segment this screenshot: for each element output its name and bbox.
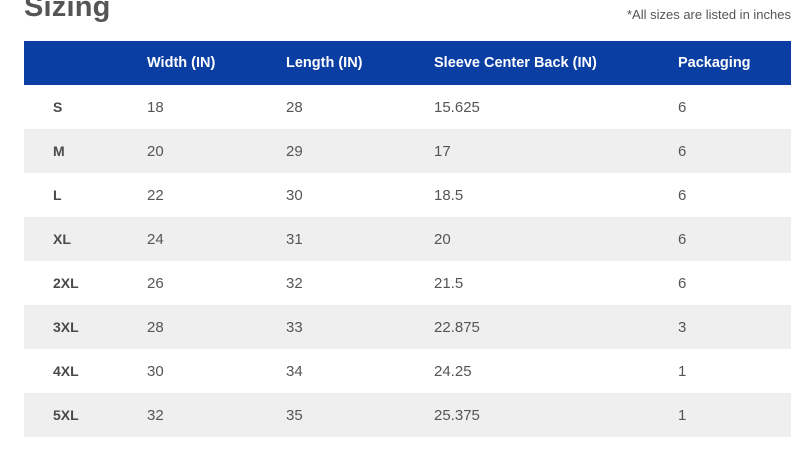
table-row: 2XL 26 32 21.5 6: [24, 261, 791, 305]
cell-sleeve: 24.25: [434, 362, 472, 380]
header-row: Width (IN) Length (IN) Sleeve Center Bac…: [24, 41, 791, 85]
cell-size: S: [53, 99, 63, 115]
table-row: M 20 29 17 6: [24, 129, 791, 173]
cell-width: 30: [147, 362, 164, 380]
table-header: Width (IN) Length (IN) Sleeve Center Bac…: [24, 41, 791, 85]
cell-width: 32: [147, 406, 164, 424]
cell-sleeve: 22.875: [434, 318, 480, 336]
cell-sleeve: 15.625: [434, 98, 480, 116]
header-length: Length (IN): [286, 55, 363, 71]
cell-width: 22: [147, 186, 164, 204]
cell-length: 33: [286, 318, 303, 336]
cell-packaging: 6: [678, 142, 687, 160]
table-row: XL 24 31 20 6: [24, 217, 791, 261]
cell-size: XL: [53, 231, 71, 247]
cell-packaging: 6: [678, 274, 687, 292]
cell-size: 5XL: [53, 407, 79, 423]
cell-length: 34: [286, 362, 303, 380]
cell-packaging: 3: [678, 318, 687, 336]
page-title: Sizing: [24, 0, 111, 23]
cell-packaging: 6: [678, 230, 687, 248]
cell-width: 20: [147, 142, 164, 160]
cell-length: 32: [286, 274, 303, 292]
cell-sleeve: 17: [434, 142, 451, 160]
cell-sleeve: 18.5: [434, 186, 464, 204]
cell-length: 30: [286, 186, 303, 204]
cell-sleeve: 25.375: [434, 406, 480, 424]
header-width: Width (IN): [147, 55, 216, 71]
table-row: L 22 30 18.5 6: [24, 173, 791, 217]
cell-size: L: [53, 187, 62, 203]
table-row: 3XL 28 33 22.875 3: [24, 305, 791, 349]
header-sleeve: Sleeve Center Back (IN): [434, 55, 597, 71]
cell-sleeve: 20: [434, 230, 451, 248]
header-packaging: Packaging: [678, 55, 751, 71]
cell-width: 24: [147, 230, 164, 248]
header-size: [24, 41, 147, 85]
table-row: S 18 28 15.625 6: [24, 85, 791, 129]
cell-size: M: [53, 143, 65, 159]
cell-size: 2XL: [53, 275, 79, 291]
cell-width: 28: [147, 318, 164, 336]
cell-sleeve: 21.5: [434, 274, 464, 292]
units-note: *All sizes are listed in inches: [626, 7, 791, 22]
cell-packaging: 1: [678, 362, 687, 380]
cell-width: 18: [147, 98, 164, 116]
cell-length: 31: [286, 230, 303, 248]
cell-length: 28: [286, 98, 303, 116]
table-row: 5XL 32 35 25.375 1: [24, 393, 791, 437]
cell-width: 26: [147, 274, 164, 292]
cell-length: 35: [286, 406, 303, 424]
table-row: 4XL 30 34 24.25 1: [24, 349, 791, 393]
sizing-table: Width (IN) Length (IN) Sleeve Center Bac…: [24, 41, 791, 437]
table-body: S 18 28 15.625 6 M 20 29 17 6 L 22 30 18…: [24, 85, 791, 437]
cell-size: 3XL: [53, 319, 79, 335]
cell-packaging: 6: [678, 98, 687, 116]
cell-length: 29: [286, 142, 303, 160]
cell-packaging: 1: [678, 406, 687, 424]
cell-packaging: 6: [678, 186, 687, 204]
cell-size: 4XL: [53, 363, 79, 379]
